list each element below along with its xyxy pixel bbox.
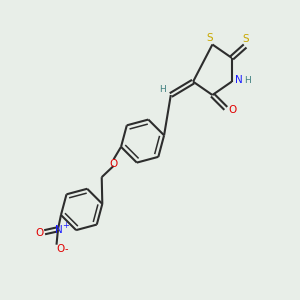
- Text: H: H: [244, 76, 250, 85]
- Text: S: S: [242, 34, 249, 44]
- Text: O: O: [35, 228, 44, 238]
- Text: O: O: [56, 244, 64, 254]
- Text: O: O: [109, 159, 117, 169]
- Text: N: N: [235, 76, 243, 85]
- Text: H: H: [159, 85, 166, 94]
- Text: +: +: [62, 221, 69, 230]
- Text: -: -: [64, 244, 68, 254]
- Text: N: N: [55, 225, 63, 235]
- Text: O: O: [228, 105, 236, 115]
- Text: S: S: [206, 33, 213, 43]
